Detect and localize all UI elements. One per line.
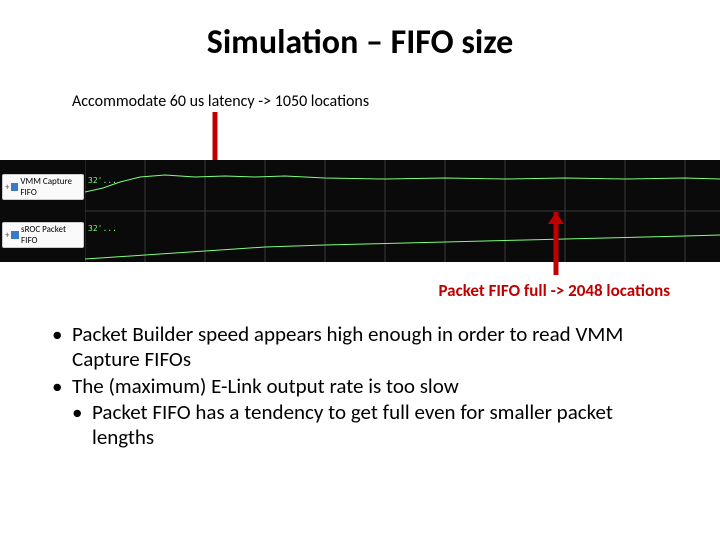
expand-icon: +	[5, 230, 9, 241]
bullet-list: Packet Builder speed appears high enough…	[52, 322, 670, 452]
annotation-top: Accommodate 60 us latency -> 1050 locati…	[72, 92, 369, 111]
bullet-sub: Packet FIFO has a tendency to get full e…	[72, 400, 670, 450]
bullet-item: Packet FIFO has a tendency to get full e…	[72, 400, 670, 450]
expand-icon: +	[5, 182, 9, 193]
bullet-ul: Packet Builder speed appears high enough…	[52, 322, 670, 450]
arrow-top	[0, 0, 720, 540]
annotation-bottom: Packet FIFO full -> 2048 locations	[438, 280, 670, 301]
waveform-svg	[85, 160, 720, 262]
signal-name-0: VMM Capture FIFO	[20, 176, 81, 198]
signal-name-1: sROC Packet FIFO	[21, 224, 81, 246]
waveform-chart: + VMM Capture FIFO 32'... + sROC Packet …	[0, 160, 720, 262]
color-swatch-icon	[11, 231, 19, 239]
bullet-item: Packet Builder speed appears high enough…	[52, 322, 670, 372]
slide-title: Simulation – FIFO size	[0, 22, 720, 63]
signal-label-0: + VMM Capture FIFO	[2, 174, 84, 200]
arrow-bottom	[0, 0, 720, 540]
bullet-item: The (maximum) E-Link output rate is too …	[52, 374, 670, 399]
waveform-area	[85, 160, 720, 262]
signal-label-1: + sROC Packet FIFO	[2, 222, 84, 248]
color-swatch-icon	[11, 183, 18, 191]
